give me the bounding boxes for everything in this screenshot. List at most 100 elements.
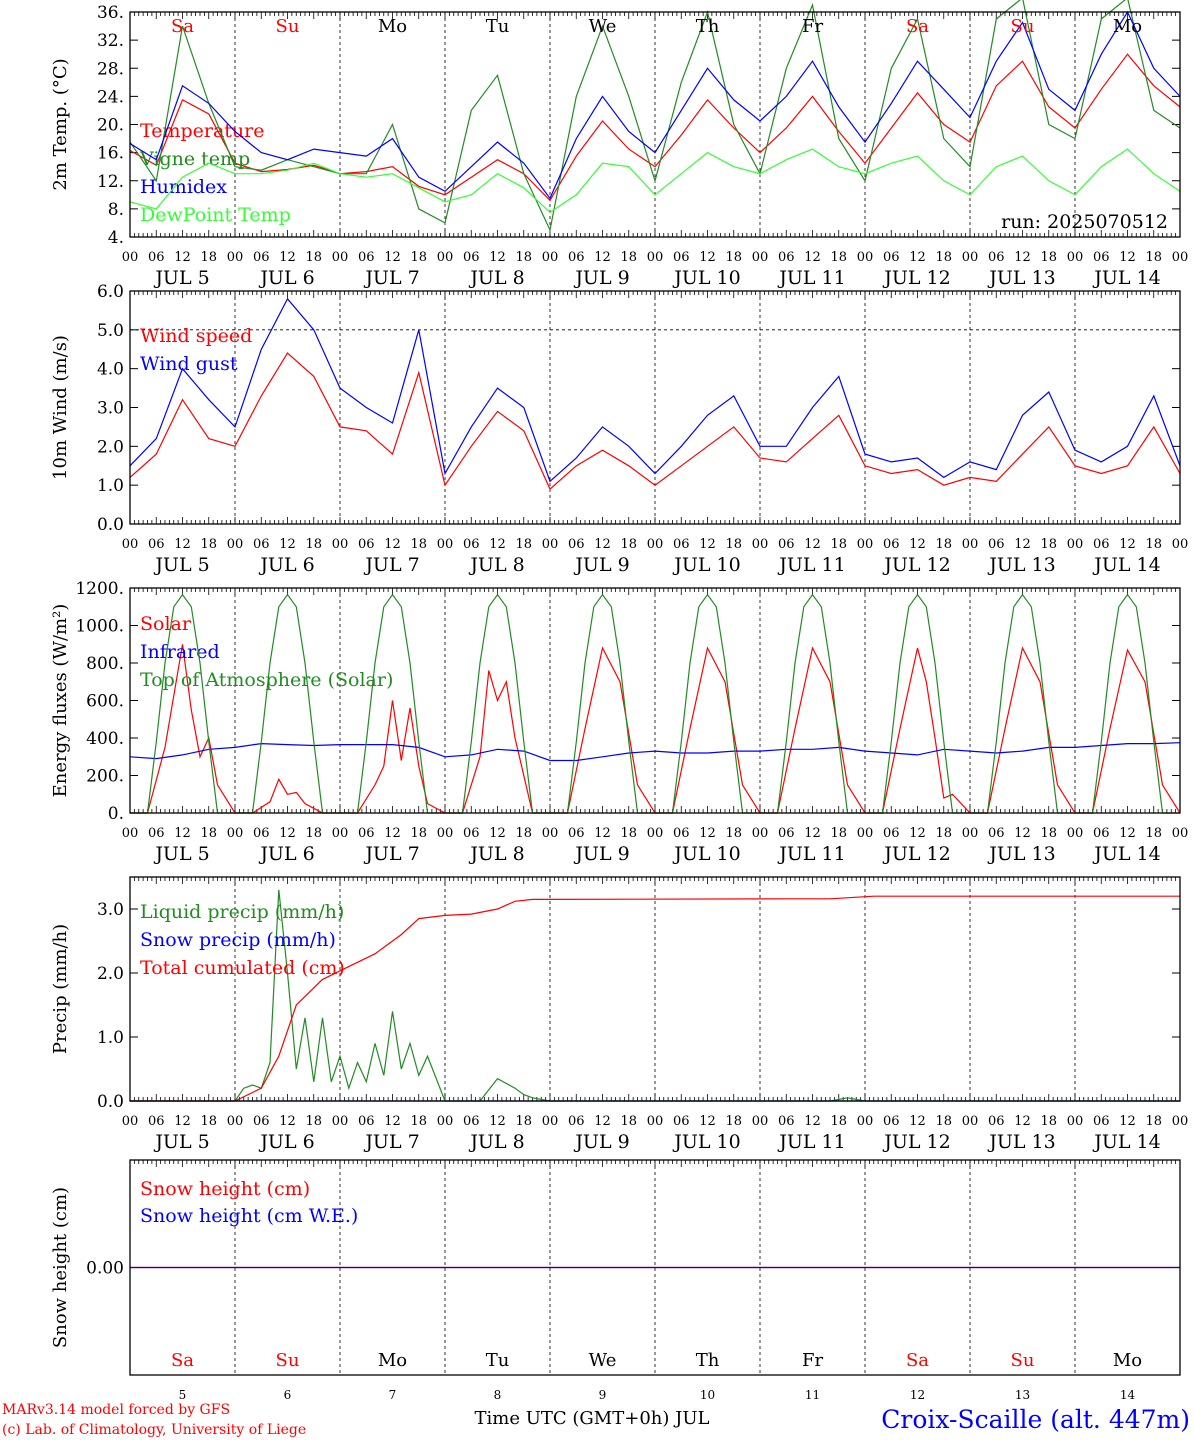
hour-tick-label: 06 <box>988 1114 1005 1129</box>
date-label: JUL 14 <box>1092 554 1160 576</box>
day-abbr-label: Mo <box>1113 16 1142 37</box>
hour-tick-label: 00 <box>437 1114 454 1129</box>
hour-tick-label: 18 <box>515 826 532 841</box>
hour-tick-label: 00 <box>1172 250 1189 265</box>
hour-tick-label: 18 <box>1040 250 1057 265</box>
plot-frame <box>129 1159 1181 1376</box>
date-label: JUL 8 <box>468 554 524 576</box>
hour-tick-label: 00 <box>332 250 349 265</box>
date-label: JUL 8 <box>468 267 524 289</box>
date-label: JUL 11 <box>777 267 845 289</box>
station-name: Croix-Scaille (alt. 447m) <box>881 1405 1190 1434</box>
date-label: JUL 11 <box>777 843 845 865</box>
hour-tick-label: 06 <box>673 250 690 265</box>
y-tick-label: 0.00 <box>86 1259 124 1279</box>
hour-tick-label: 06 <box>463 826 480 841</box>
chart-panel-3: 0. 200. 400. 600. 800. 1000. 1200.Energy fluxe… <box>50 579 1188 865</box>
day-number-label: 5 <box>179 1388 187 1402</box>
day-number-label: 10 <box>700 1388 715 1402</box>
y-tick-label: 4. <box>108 228 124 248</box>
hour-tick-label: 12 <box>279 826 296 841</box>
day-abbr-label: Su <box>1011 16 1035 37</box>
hour-tick-label: 06 <box>148 826 165 841</box>
hour-tick-label: 18 <box>515 537 532 552</box>
hour-tick-label: 12 <box>174 1114 191 1129</box>
y-tick-label: 8. <box>108 200 124 220</box>
hour-tick-label: 00 <box>1067 537 1084 552</box>
date-label: JUL 10 <box>672 267 740 289</box>
hour-tick-label: 12 <box>1119 250 1136 265</box>
hour-tick-label: 00 <box>227 1114 244 1129</box>
hour-tick-label: 06 <box>568 537 585 552</box>
y-tick-label: 3.0 <box>97 399 124 419</box>
day-number-label: 8 <box>494 1388 502 1402</box>
date-label: JUL 7 <box>363 843 419 865</box>
day-abbr-label: Tu <box>486 16 510 37</box>
day-abbr-label: We <box>589 1350 617 1371</box>
hour-tick-label: 06 <box>988 537 1005 552</box>
hour-tick-label: 06 <box>988 826 1005 841</box>
hour-tick-label: 12 <box>279 250 296 265</box>
hour-tick-label: 18 <box>410 537 427 552</box>
hour-tick-label: 12 <box>804 537 821 552</box>
hour-tick-label: 06 <box>883 250 900 265</box>
y-tick-label: 24. <box>97 87 124 107</box>
hour-tick-label: 00 <box>1172 537 1189 552</box>
hour-tick-label: 00 <box>227 826 244 841</box>
hour-tick-label: 00 <box>437 250 454 265</box>
day-abbr-label: Su <box>276 1350 300 1371</box>
hour-tick-label: 12 <box>489 826 506 841</box>
hour-tick-label: 06 <box>883 1114 900 1129</box>
hour-tick-label: 00 <box>857 1114 874 1129</box>
date-label: JUL 13 <box>987 843 1055 865</box>
chart-panel-5: 0.00 Snow height (cm) Snow height (cm) Snow… <box>50 1159 1181 1402</box>
hour-tick-label: 18 <box>1040 826 1057 841</box>
hour-tick-label: 18 <box>200 826 217 841</box>
y-tick-label: 36. <box>97 3 124 23</box>
hour-tick-label: 12 <box>1014 537 1031 552</box>
hour-tick-label: 00 <box>542 1114 559 1129</box>
hour-tick-label: 06 <box>883 537 900 552</box>
day-abbr-label: Mo <box>378 16 407 37</box>
hour-tick-label: 12 <box>699 537 716 552</box>
hour-tick-label: 00 <box>227 537 244 552</box>
date-label: JUL 12 <box>882 554 950 576</box>
y-tick-label: 12. <box>97 172 124 192</box>
y-tick-label: 0.0 <box>97 515 124 535</box>
hour-tick-label: 12 <box>699 250 716 265</box>
hour-tick-label: 12 <box>804 826 821 841</box>
hour-tick-label: 12 <box>279 1114 296 1129</box>
y-tick-label: 32. <box>97 31 124 51</box>
hour-tick-label: 18 <box>1145 537 1162 552</box>
y-tick-label: 28. <box>97 59 124 79</box>
date-label: JUL 11 <box>777 554 845 576</box>
date-label: JUL 7 <box>363 1131 419 1153</box>
hour-tick-label: 18 <box>1145 826 1162 841</box>
hour-tick-label: 18 <box>725 1114 742 1129</box>
hour-tick-label: 18 <box>935 826 952 841</box>
y-tick-label: 1200. <box>75 579 124 599</box>
y-tick-label: 800. <box>86 654 124 674</box>
hour-tick-label: 06 <box>988 250 1005 265</box>
date-label: JUL 13 <box>987 267 1055 289</box>
hour-tick-label: 00 <box>962 826 979 841</box>
hour-tick-label: 00 <box>122 537 139 552</box>
hour-tick-label: 12 <box>804 1114 821 1129</box>
date-label: JUL 6 <box>258 843 314 865</box>
hour-tick-label: 12 <box>594 826 611 841</box>
hour-tick-label: 18 <box>1145 1114 1162 1129</box>
y-tick-label: 2.0 <box>97 964 124 984</box>
day-number-label: 11 <box>805 1388 820 1402</box>
hour-tick-label: 00 <box>962 250 979 265</box>
hour-tick-label: 00 <box>752 250 769 265</box>
legend-entry: DewPoint Temp <box>140 204 291 226</box>
chart-panel-4: 0.0 1.0 2.0 3.0 Precip (mm/h) Liquid precip (… <box>50 876 1188 1153</box>
hour-tick-label: 18 <box>200 250 217 265</box>
hour-tick-label: 18 <box>515 1114 532 1129</box>
date-label: JUL 12 <box>882 843 950 865</box>
series-line-2-2 <box>129 297 1181 483</box>
hour-tick-label: 00 <box>752 1114 769 1129</box>
hour-tick-label: 00 <box>752 537 769 552</box>
hour-tick-label: 12 <box>909 537 926 552</box>
